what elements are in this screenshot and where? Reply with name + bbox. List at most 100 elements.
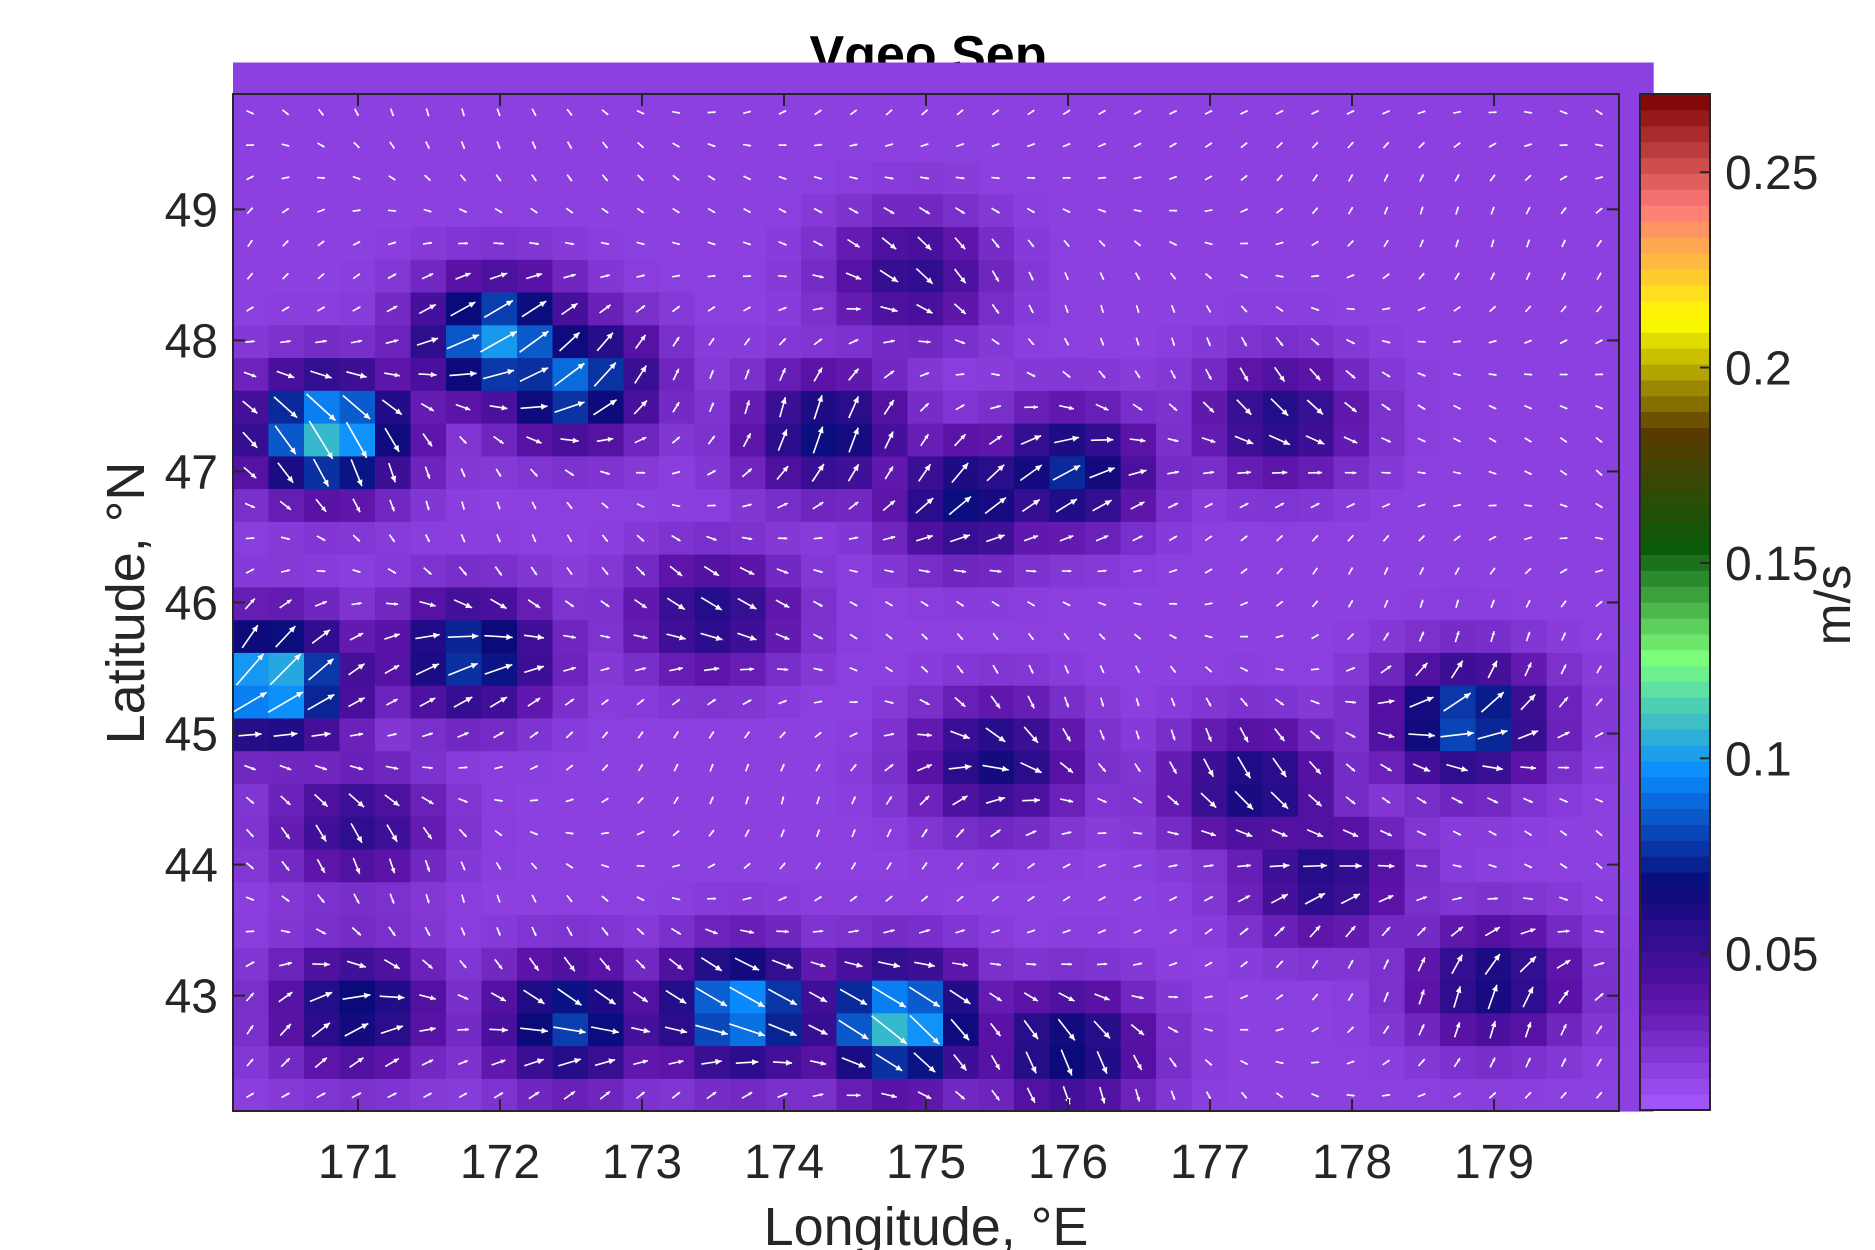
velocity-arrow bbox=[600, 831, 610, 835]
velocity-arrow bbox=[307, 693, 335, 711]
heatmap-cell bbox=[978, 1012, 1015, 1047]
velocity-arrow bbox=[920, 433, 930, 447]
heatmap-cell bbox=[1369, 979, 1406, 1014]
velocity-arrow bbox=[1309, 925, 1321, 938]
velocity-arrow bbox=[1098, 633, 1106, 641]
velocity-arrow bbox=[729, 986, 765, 1008]
velocity-arrow bbox=[1596, 632, 1603, 641]
velocity-arrow bbox=[342, 394, 371, 420]
heatmap-cell bbox=[1582, 62, 1619, 96]
velocity-arrow bbox=[742, 503, 752, 508]
velocity-arrow bbox=[280, 929, 291, 934]
heatmap-cell bbox=[375, 783, 412, 817]
velocity-arrow bbox=[1561, 632, 1567, 641]
velocity-arrow bbox=[1171, 337, 1176, 346]
velocity-arrow bbox=[778, 207, 787, 214]
velocity-arrow bbox=[1169, 896, 1178, 902]
heatmap-cell bbox=[1085, 62, 1122, 96]
heatmap-cell bbox=[694, 193, 731, 227]
velocity-arrow bbox=[315, 928, 327, 935]
velocity-arrow bbox=[816, 796, 821, 805]
velocity-arrow bbox=[1240, 273, 1249, 279]
velocity-arrow bbox=[1097, 929, 1107, 934]
velocity-arrow bbox=[245, 568, 255, 574]
velocity-arrow bbox=[1204, 1027, 1214, 1032]
velocity-arrow bbox=[743, 862, 751, 870]
velocity-arrow bbox=[1453, 1057, 1461, 1068]
velocity-arrow bbox=[1169, 665, 1177, 674]
colorbar-box bbox=[1639, 93, 1711, 1111]
heatmap-cell bbox=[339, 881, 376, 916]
velocity-arrow bbox=[280, 826, 291, 840]
colorbar-segment bbox=[1640, 744, 1710, 762]
velocity-arrow bbox=[1347, 141, 1354, 149]
colorbar-segment bbox=[1640, 1046, 1710, 1063]
velocity-arrow bbox=[1303, 862, 1328, 869]
velocity-arrow bbox=[565, 798, 574, 803]
velocity-arrow bbox=[352, 273, 361, 280]
velocity-arrow bbox=[1595, 373, 1604, 376]
velocity-arrow bbox=[812, 426, 824, 454]
velocity-arrow bbox=[1133, 209, 1142, 213]
heatmap-cell bbox=[1511, 423, 1548, 457]
heatmap-cell bbox=[588, 95, 625, 129]
heatmap-cell bbox=[1511, 816, 1548, 850]
velocity-arrow bbox=[814, 143, 823, 147]
velocity-arrow bbox=[461, 501, 465, 510]
heatmap-cell bbox=[659, 160, 696, 195]
heatmap-cell bbox=[836, 1012, 873, 1047]
velocity-arrow bbox=[519, 330, 549, 353]
heatmap-cell bbox=[588, 881, 625, 916]
colorbar-segment bbox=[1640, 792, 1710, 809]
velocity-arrow bbox=[665, 989, 687, 1005]
velocity-arrow bbox=[1133, 569, 1142, 573]
velocity-arrow bbox=[495, 174, 502, 182]
velocity-arrow bbox=[383, 959, 401, 970]
heatmap-cell bbox=[1475, 62, 1512, 96]
heatmap-cell bbox=[1085, 750, 1122, 784]
velocity-arrow bbox=[1240, 567, 1248, 575]
velocity-arrow bbox=[1204, 535, 1213, 542]
velocity-arrow bbox=[1446, 763, 1469, 772]
velocity-arrow bbox=[425, 108, 430, 117]
velocity-arrow bbox=[1025, 962, 1037, 966]
velocity-arrow bbox=[1268, 434, 1291, 446]
velocity-arrow bbox=[1093, 1020, 1111, 1040]
velocity-arrow bbox=[601, 534, 609, 543]
velocity-arrow bbox=[1204, 241, 1213, 246]
velocity-arrow bbox=[282, 272, 289, 280]
velocity-arrow bbox=[1383, 959, 1390, 970]
velocity-arrow bbox=[1524, 536, 1533, 541]
velocity-arrow bbox=[919, 371, 930, 378]
velocity-arrow bbox=[1415, 662, 1428, 677]
heatmap-cell bbox=[233, 783, 270, 817]
velocity-arrow bbox=[1204, 1058, 1213, 1067]
velocity-arrow bbox=[885, 601, 894, 607]
heatmap-cell bbox=[1333, 357, 1370, 391]
velocity-arrow bbox=[279, 1023, 292, 1037]
heatmap-cell bbox=[552, 881, 589, 916]
velocity-arrow bbox=[991, 372, 1000, 377]
velocity-arrow bbox=[243, 371, 257, 378]
velocity-arrow bbox=[1133, 633, 1142, 640]
velocity-arrow bbox=[884, 700, 894, 704]
velocity-arrow bbox=[847, 463, 860, 482]
velocity-arrow bbox=[1344, 471, 1357, 475]
velocity-arrow bbox=[235, 653, 265, 686]
velocity-arrow bbox=[1204, 666, 1213, 673]
velocity-arrow bbox=[778, 175, 787, 181]
velocity-arrow bbox=[1058, 992, 1075, 1002]
velocity-arrow bbox=[448, 662, 478, 676]
velocity-arrow bbox=[1240, 109, 1249, 115]
velocity-arrow bbox=[1524, 470, 1533, 476]
heatmap-cell bbox=[268, 783, 305, 817]
velocity-arrow bbox=[1345, 369, 1356, 380]
velocity-arrow bbox=[881, 237, 897, 250]
velocity-arrow bbox=[279, 961, 293, 967]
velocity-arrow bbox=[308, 420, 334, 460]
velocity-arrow bbox=[1027, 862, 1036, 870]
velocity-arrow bbox=[1169, 272, 1177, 280]
heatmap-cell bbox=[552, 521, 589, 555]
heatmap-cell bbox=[1333, 390, 1370, 424]
